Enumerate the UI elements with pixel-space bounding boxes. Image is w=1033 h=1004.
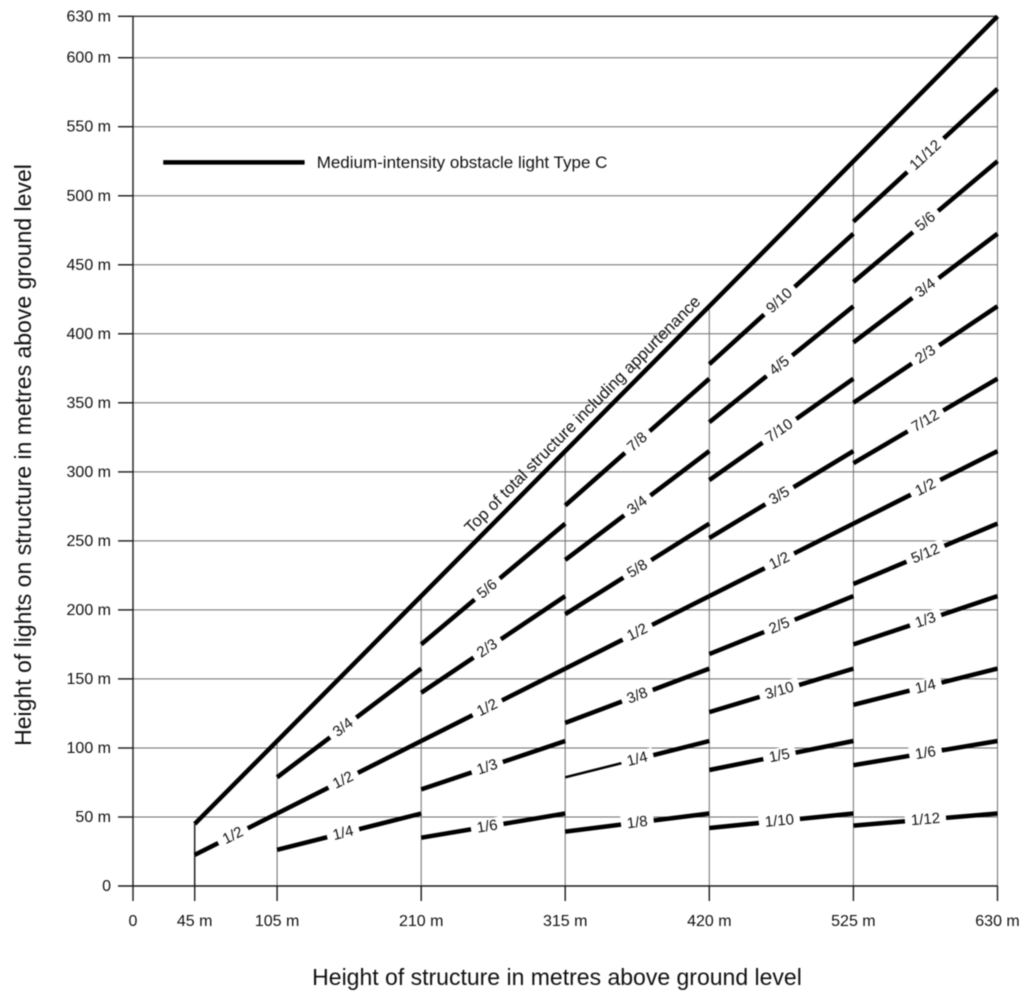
svg-text:630 m: 630 m	[975, 913, 1019, 930]
svg-text:0: 0	[129, 913, 138, 930]
svg-text:45 m: 45 m	[177, 913, 213, 930]
svg-text:1/3: 1/3	[913, 609, 938, 632]
svg-text:400 m: 400 m	[67, 326, 111, 343]
svg-text:420 m: 420 m	[687, 913, 731, 930]
svg-text:315 m: 315 m	[543, 913, 587, 930]
svg-text:Medium-intensity obstacle ligh: Medium-intensity obstacle light Type C	[317, 153, 608, 172]
svg-text:2/5: 2/5	[767, 614, 793, 638]
svg-text:105 m: 105 m	[255, 913, 299, 930]
svg-text:1/6: 1/6	[476, 816, 499, 836]
svg-text:550 m: 550 m	[67, 119, 111, 136]
svg-text:350 m: 350 m	[67, 395, 111, 412]
svg-text:3/8: 3/8	[625, 684, 651, 707]
svg-text:1/5: 1/5	[767, 746, 791, 767]
svg-text:1/4: 1/4	[331, 822, 355, 844]
svg-text:0: 0	[102, 878, 111, 895]
svg-text:210 m: 210 m	[399, 913, 443, 930]
svg-text:Height of lights on structure: Height of lights on structure in metres …	[10, 164, 36, 746]
svg-text:150 m: 150 m	[67, 671, 111, 688]
svg-text:1/4: 1/4	[913, 676, 937, 698]
svg-text:1/4: 1/4	[625, 748, 649, 770]
svg-text:300 m: 300 m	[67, 464, 111, 481]
svg-text:600 m: 600 m	[67, 50, 111, 67]
svg-text:250 m: 250 m	[67, 533, 111, 550]
svg-text:200 m: 200 m	[67, 602, 111, 619]
svg-text:100 m: 100 m	[67, 740, 111, 757]
svg-text:525 m: 525 m	[831, 913, 875, 930]
svg-text:1/10: 1/10	[764, 811, 795, 831]
svg-text:450 m: 450 m	[67, 257, 111, 274]
svg-text:1/3: 1/3	[475, 756, 500, 779]
svg-text:50 m: 50 m	[75, 809, 111, 826]
svg-text:1/12: 1/12	[910, 810, 941, 829]
svg-text:500 m: 500 m	[67, 188, 111, 205]
svg-text:1/6: 1/6	[914, 743, 937, 763]
svg-text:630 m: 630 m	[67, 8, 111, 25]
svg-text:1/8: 1/8	[626, 813, 649, 832]
svg-text:Height of structure in metres: Height of structure in metres above grou…	[312, 964, 802, 990]
